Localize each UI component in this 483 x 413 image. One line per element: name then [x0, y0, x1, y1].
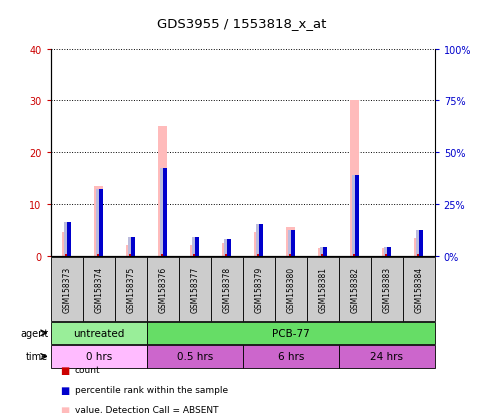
Bar — [211, 257, 242, 321]
Bar — [94, 186, 103, 256]
Text: 6 hrs: 6 hrs — [278, 351, 304, 362]
Bar — [67, 222, 71, 256]
Bar — [115, 257, 147, 321]
Bar — [355, 176, 358, 256]
Text: 24 hrs: 24 hrs — [370, 351, 403, 362]
Bar — [99, 190, 102, 256]
Bar — [339, 345, 435, 368]
Bar — [243, 257, 275, 321]
Text: GSM158380: GSM158380 — [286, 266, 295, 312]
Bar — [161, 254, 164, 256]
Bar — [275, 257, 307, 321]
Bar — [416, 230, 422, 256]
Bar — [320, 248, 326, 256]
Bar — [51, 345, 147, 368]
Text: GSM158379: GSM158379 — [254, 266, 263, 312]
Bar — [414, 238, 423, 256]
Bar — [384, 248, 390, 256]
Bar — [83, 257, 115, 321]
Bar — [97, 254, 100, 256]
Bar — [286, 228, 295, 256]
Bar — [62, 233, 71, 256]
Bar — [371, 257, 403, 321]
Bar — [193, 254, 196, 256]
Bar — [339, 257, 371, 321]
Bar — [179, 257, 211, 321]
Bar — [128, 237, 134, 256]
Bar — [160, 169, 166, 256]
Bar — [318, 248, 327, 256]
Bar — [192, 237, 198, 256]
Bar — [256, 224, 262, 256]
Bar — [289, 254, 292, 256]
Text: percentile rank within the sample: percentile rank within the sample — [75, 385, 228, 394]
Bar — [257, 254, 260, 256]
Bar — [195, 237, 199, 256]
Bar — [417, 254, 420, 256]
Text: PCB-77: PCB-77 — [272, 328, 310, 338]
Text: GSM158373: GSM158373 — [62, 266, 71, 312]
Text: time: time — [26, 351, 48, 362]
Bar — [51, 322, 147, 344]
Bar — [323, 248, 327, 256]
Text: value, Detection Call = ABSENT: value, Detection Call = ABSENT — [75, 405, 218, 413]
Bar — [225, 254, 228, 256]
Text: GSM158376: GSM158376 — [158, 266, 167, 312]
Text: GSM158374: GSM158374 — [94, 266, 103, 312]
Text: agent: agent — [20, 328, 48, 338]
Bar — [321, 254, 324, 256]
Bar — [158, 127, 167, 256]
Bar — [51, 257, 83, 321]
Bar — [190, 246, 199, 256]
Bar — [403, 257, 435, 321]
Text: GSM158384: GSM158384 — [414, 266, 423, 312]
Bar — [96, 190, 101, 256]
Bar — [385, 254, 388, 256]
Text: GSM158377: GSM158377 — [190, 266, 199, 312]
Bar — [147, 345, 243, 368]
Text: GSM158382: GSM158382 — [350, 266, 359, 312]
Text: count: count — [75, 366, 100, 375]
Text: ■: ■ — [60, 405, 70, 413]
Text: 0 hrs: 0 hrs — [85, 351, 112, 362]
Bar — [350, 101, 359, 256]
Bar — [254, 233, 263, 256]
Text: ■: ■ — [60, 385, 70, 395]
Text: GSM158375: GSM158375 — [126, 266, 135, 312]
Text: GSM158378: GSM158378 — [222, 266, 231, 312]
Bar — [163, 169, 167, 256]
Bar — [131, 237, 135, 256]
Text: ■: ■ — [60, 365, 70, 375]
Bar — [387, 248, 391, 256]
Bar — [222, 243, 231, 256]
Bar — [129, 254, 132, 256]
Bar — [307, 257, 339, 321]
Text: GDS3955 / 1553818_x_at: GDS3955 / 1553818_x_at — [157, 17, 326, 29]
Bar — [227, 240, 230, 256]
Text: untreated: untreated — [73, 328, 125, 338]
Bar — [353, 254, 356, 256]
Bar — [64, 222, 70, 256]
Bar — [259, 224, 263, 256]
Bar — [65, 254, 68, 256]
Bar — [352, 176, 357, 256]
Bar — [147, 322, 435, 344]
Bar — [224, 240, 229, 256]
Bar — [243, 345, 339, 368]
Bar — [291, 230, 295, 256]
Bar — [126, 246, 135, 256]
Bar — [382, 248, 391, 256]
Bar — [288, 230, 294, 256]
Text: GSM158381: GSM158381 — [318, 266, 327, 312]
Text: GSM158383: GSM158383 — [382, 266, 391, 312]
Bar — [419, 230, 423, 256]
Bar — [147, 257, 179, 321]
Text: 0.5 hrs: 0.5 hrs — [177, 351, 213, 362]
